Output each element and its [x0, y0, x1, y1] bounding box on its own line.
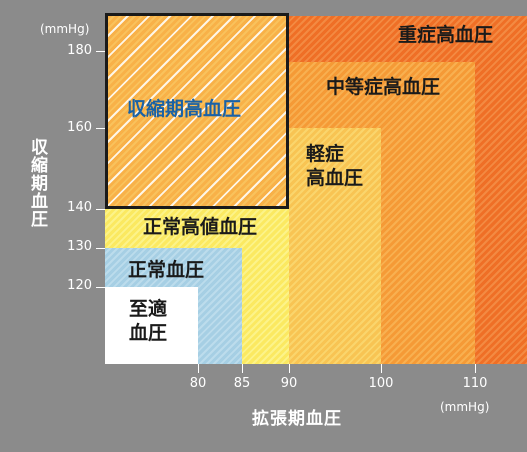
- x-tick-85: 85: [233, 376, 251, 391]
- x-tick-80: 80: [189, 376, 207, 391]
- optimal-label: 至適 血圧: [129, 298, 168, 344]
- x-tickmark: [198, 364, 199, 373]
- x-axis-title: 拡張期血圧: [252, 409, 342, 429]
- x-tick-100: 100: [368, 376, 394, 391]
- y-tick-130: 130: [67, 239, 92, 254]
- x-unit: (mmHg): [440, 400, 490, 414]
- severe-label: 重症高血圧: [398, 24, 494, 46]
- isolated-systolic-zone: [105, 13, 289, 209]
- isolated-systolic-label: 収縮期高血圧: [127, 98, 242, 120]
- y-unit: (mmHg): [40, 22, 90, 36]
- y-tickmark: [96, 209, 105, 210]
- y-tickmark: [96, 51, 105, 52]
- y-tickmark: [96, 248, 105, 249]
- x-tick-90: 90: [280, 376, 298, 391]
- y-tick-180: 180: [67, 43, 92, 58]
- normal-label: 正常血圧: [128, 259, 205, 281]
- x-tick-110: 110: [462, 376, 488, 391]
- y-tick-160: 160: [67, 120, 92, 135]
- x-tickmark: [242, 364, 243, 373]
- y-tickmark: [96, 287, 105, 288]
- x-tickmark: [289, 364, 290, 373]
- high-normal-label: 正常高値血圧: [143, 216, 258, 238]
- moderate-label: 中等症高血圧: [326, 76, 441, 98]
- y-tickmark: [96, 128, 105, 129]
- x-tickmark: [381, 364, 382, 373]
- y-tick-120: 120: [67, 278, 92, 293]
- x-tickmark: [475, 364, 476, 373]
- mild-label: 軽症 高血圧: [306, 143, 364, 189]
- y-axis-title: 収縮期血圧: [27, 138, 47, 228]
- optimal-zone: [105, 287, 198, 364]
- y-tick-140: 140: [67, 200, 92, 215]
